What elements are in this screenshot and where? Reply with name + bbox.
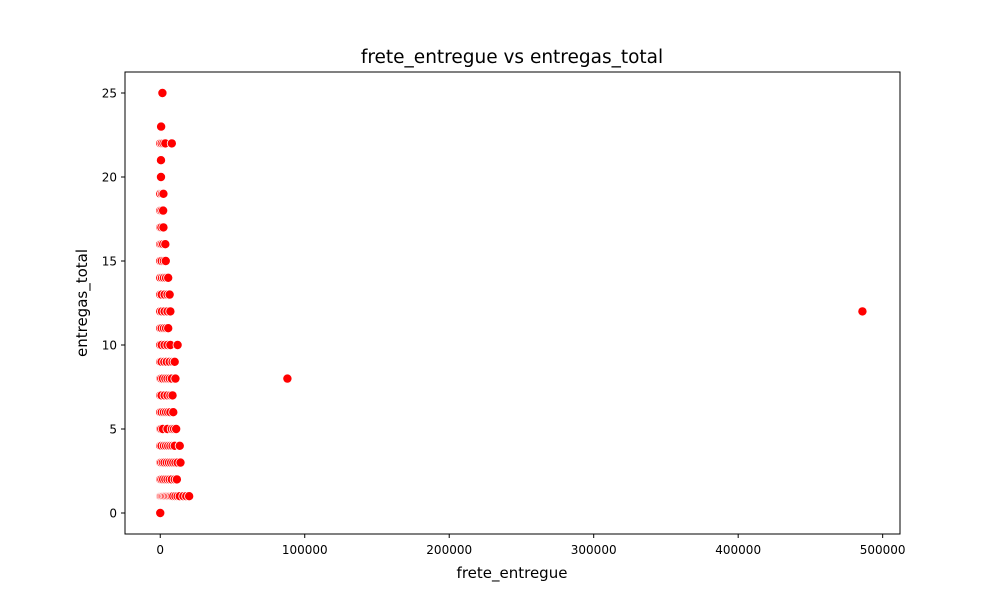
- data-point: [170, 373, 181, 384]
- x-axis: 0 100000 200000 300000 400000 500000: [156, 534, 906, 557]
- data-point: [155, 155, 166, 166]
- data-point: [175, 457, 186, 468]
- data-point: [169, 356, 180, 367]
- plot-frame: [124, 71, 901, 535]
- y-tick-label: 15: [102, 255, 117, 269]
- data-point: [163, 323, 174, 334]
- data-point: [158, 188, 169, 199]
- data-point: [857, 306, 868, 317]
- data-point: [163, 272, 174, 283]
- data-point: [282, 373, 293, 384]
- y-tick-label: 0: [109, 507, 117, 521]
- y-tick-label: 25: [102, 87, 117, 101]
- y-tick-label: 5: [109, 423, 117, 437]
- data-point: [167, 390, 178, 401]
- x-axis-label: frete_entregue: [457, 564, 568, 583]
- data-point: [160, 255, 171, 266]
- y-tick-label: 20: [102, 171, 117, 185]
- data-point: [184, 491, 195, 502]
- x-tick-label: 100000: [282, 543, 328, 557]
- y-tick-label: 10: [102, 339, 117, 353]
- chart-title: frete_entregue vs entregas_total: [361, 47, 663, 68]
- data-point: [157, 88, 168, 99]
- data-point: [171, 474, 182, 485]
- data-point: [158, 222, 169, 233]
- data-point: [168, 407, 179, 418]
- data-point: [172, 339, 183, 350]
- points-layer: [155, 88, 868, 518]
- x-tick-label: 200000: [426, 543, 472, 557]
- data-point: [160, 239, 171, 250]
- y-axis-label: entregas_total: [73, 249, 92, 357]
- y-axis: 0 5 10 15 20 25: [102, 87, 125, 521]
- data-point: [165, 306, 176, 317]
- data-point: [155, 171, 166, 182]
- data-point: [171, 423, 182, 434]
- data-point: [158, 205, 169, 216]
- x-tick-label: 500000: [860, 543, 906, 557]
- x-tick-label: 0: [156, 543, 164, 557]
- data-point: [156, 121, 167, 132]
- data-point: [166, 138, 177, 149]
- data-point: [164, 289, 175, 300]
- data-point: [155, 507, 166, 518]
- x-tick-label: 400000: [715, 543, 761, 557]
- data-point: [174, 440, 185, 451]
- x-tick-label: 300000: [571, 543, 617, 557]
